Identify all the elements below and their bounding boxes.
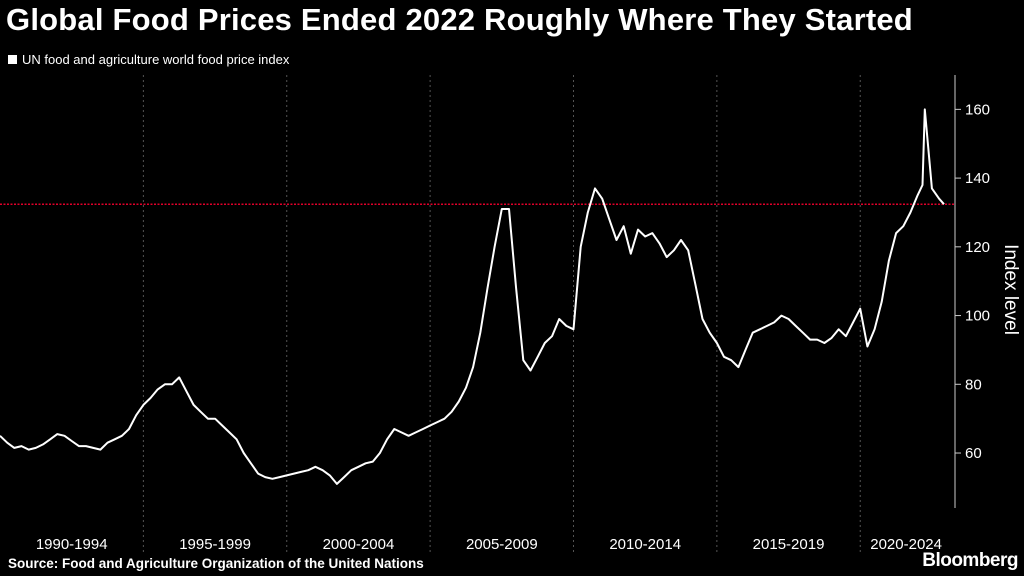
x-tick-labels: 1990-1994 1995-1999 2000-2004 2005-2009 2010…	[36, 536, 942, 553]
y-tick-label: 80	[965, 376, 982, 393]
legend: UN food and agriculture world food price…	[8, 52, 289, 67]
x-tick-label: 2005-2009	[466, 536, 538, 553]
chart-title: Global Food Prices Ended 2022 Roughly Wh…	[6, 2, 913, 37]
y-tick-label: 60	[965, 445, 982, 462]
brand-logo: Bloomberg	[922, 550, 1018, 571]
series-line-food-price-index	[0, 108, 945, 485]
y-axis-label: Index level	[1000, 244, 1021, 335]
x-tick-label: 2010-2014	[609, 536, 681, 553]
x-tick-label: 1995-1999	[179, 536, 251, 553]
x-tick-label: 2020-2024	[870, 536, 942, 553]
legend-swatch	[8, 55, 17, 64]
legend-label: UN food and agriculture world food price…	[22, 52, 290, 67]
source-note: Source: Food and Agriculture Organizatio…	[8, 556, 424, 571]
x-grid	[142, 75, 861, 552]
y-tick-label: 120	[965, 239, 990, 256]
x-tick-label: 2000-2004	[323, 536, 395, 553]
x-tick-label: 2015-2019	[753, 536, 825, 553]
y-tick-label: 160	[965, 101, 990, 118]
y-tick-label: 140	[965, 170, 990, 187]
y-axis: 60 80 100 120 140 160	[954, 75, 990, 508]
y-tick-label: 100	[965, 308, 990, 325]
x-tick-label: 1990-1994	[36, 536, 108, 553]
